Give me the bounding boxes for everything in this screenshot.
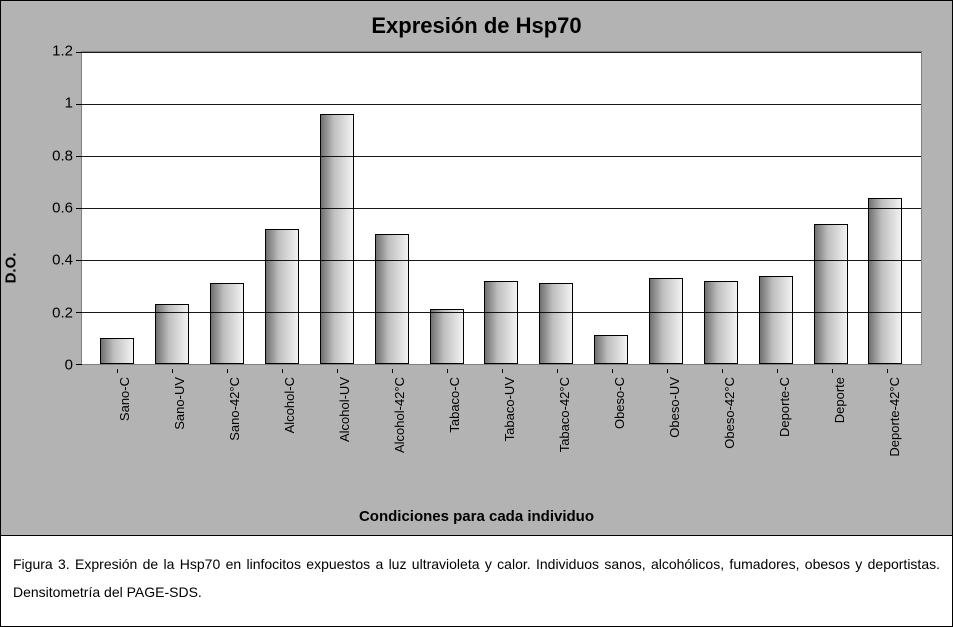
y-tick-label: 0.2 <box>37 304 73 321</box>
x-tick-mark <box>557 369 558 373</box>
x-tick-label: Deporte <box>832 377 847 423</box>
x-label-slot: Tabaco-UV <box>474 373 529 499</box>
x-tick-label: Deporte-42°C <box>887 377 902 457</box>
gridline <box>82 312 921 313</box>
bar <box>594 335 628 364</box>
bar <box>375 234 409 364</box>
x-label-slot: Deporte-C <box>749 373 804 499</box>
x-tick-label: Tabaco-42°C <box>557 377 572 452</box>
x-label-slot: Obeso-42°C <box>694 373 749 499</box>
x-label-slot: Tabaco-C <box>419 373 474 499</box>
gridline <box>82 156 921 157</box>
bar <box>649 278 683 364</box>
x-tick-mark <box>172 369 173 373</box>
x-tick-label: Alcohol-UV <box>337 377 352 442</box>
chart-title: Expresión de Hsp70 <box>13 13 940 39</box>
x-tick-mark <box>227 369 228 373</box>
x-tick-mark <box>777 369 778 373</box>
x-tick-mark <box>612 369 613 373</box>
x-label-slot: Tabaco-42°C <box>529 373 584 499</box>
x-tick-mark <box>447 369 448 373</box>
y-axis-label: D.O. <box>3 253 20 284</box>
x-label-slot: Deporte-42°C <box>859 373 914 499</box>
x-tick-label: Deporte-C <box>777 377 792 437</box>
bar <box>814 224 848 364</box>
x-tick-mark <box>502 369 503 373</box>
bar <box>484 281 518 364</box>
x-tick-label: Alcohol-C <box>282 377 297 433</box>
bar <box>868 198 902 364</box>
y-tick-label: 1 <box>37 95 73 112</box>
bar <box>210 283 244 364</box>
y-tick-label: 0.4 <box>37 252 73 269</box>
gridline <box>82 260 921 261</box>
gridline <box>82 208 921 209</box>
x-tick-label: Sano-C <box>117 377 132 421</box>
x-tick-mark <box>887 369 888 373</box>
y-axis-ticks: 00.20.40.60.811.2 <box>41 51 77 365</box>
bar <box>430 309 464 364</box>
x-label-slot: Alcohol-C <box>254 373 309 499</box>
x-tick-mark <box>337 369 338 373</box>
bar <box>539 283 573 364</box>
x-tick-label: Alcohol-42°C <box>392 377 407 453</box>
x-label-slot: Alcohol-UV <box>309 373 364 499</box>
x-axis-labels: Sano-C Sano-UV Sano-42°C Alcohol-C Alcohol-U… <box>81 373 922 499</box>
plot-area <box>81 51 922 365</box>
y-tick-label: 0 <box>37 357 73 374</box>
x-tick-label: Obeso-UV <box>667 377 682 438</box>
x-tick-label: Obeso-42°C <box>722 377 737 449</box>
x-tick-label: Tabaco-UV <box>502 377 517 441</box>
x-tick-label: Sano-42°C <box>227 377 242 441</box>
x-tick-mark <box>117 369 118 373</box>
x-label-slot: Deporte <box>804 373 859 499</box>
bar <box>704 281 738 364</box>
bar <box>265 229 299 364</box>
y-tick-label: 1.2 <box>37 43 73 60</box>
x-label-slot: Sano-C <box>89 373 144 499</box>
x-tick-label: Tabaco-C <box>447 377 462 433</box>
figure-caption: Figura 3. Expresión de la Hsp70 en linfo… <box>0 536 953 627</box>
x-tick-mark <box>282 369 283 373</box>
gridline <box>82 52 921 53</box>
bar <box>320 114 354 364</box>
gridline <box>82 104 921 105</box>
y-tick-label: 0.8 <box>37 147 73 164</box>
x-label-slot: Alcohol-42°C <box>364 373 419 499</box>
x-tick-mark <box>392 369 393 373</box>
x-label-slot: Obeso-C <box>584 373 639 499</box>
x-label-slot: Sano-42°C <box>199 373 254 499</box>
x-tick-mark <box>722 369 723 373</box>
chart-frame: Expresión de Hsp70 D.O. 00.20.40.60.811.… <box>0 0 953 536</box>
x-tick-mark <box>667 369 668 373</box>
y-tick-label: 0.6 <box>37 200 73 217</box>
x-axis-label: Condiciones para cada individuo <box>1 508 952 525</box>
x-tick-mark <box>832 369 833 373</box>
bar <box>155 304 189 364</box>
bar <box>759 276 793 364</box>
x-tick-label: Sano-UV <box>172 377 187 430</box>
x-tick-label: Obeso-C <box>612 377 627 429</box>
x-label-slot: Sano-UV <box>144 373 199 499</box>
x-label-slot: Obeso-UV <box>639 373 694 499</box>
bar <box>100 338 134 364</box>
y-tick-mark <box>76 364 82 365</box>
